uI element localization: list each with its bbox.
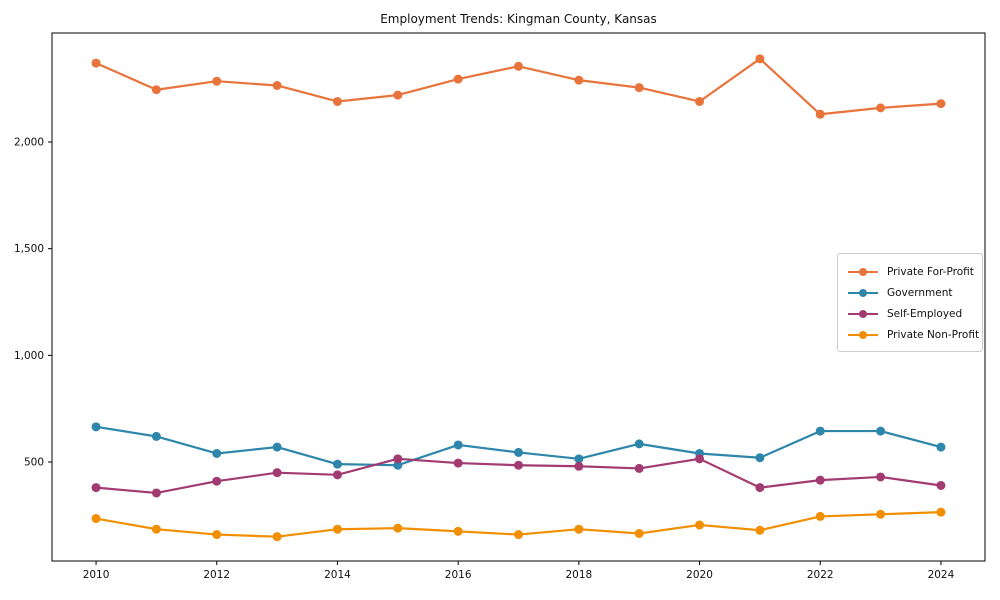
legend-label: Self-Employed [887,307,963,320]
data-point-self-employed [212,476,222,486]
data-point-private-for-profit [151,85,161,95]
legend-marker-icon [848,309,878,319]
data-point-self-employed [453,458,463,468]
data-point-government [272,442,282,452]
y-tick-label: 2,000 [14,137,44,149]
legend-label: Government [887,286,953,299]
data-point-government [755,453,765,463]
legend-item-self-employed: Self-Employed [848,303,972,324]
legend-marker-icon [848,267,878,277]
data-point-self-employed [936,480,946,490]
data-point-self-employed [634,463,644,473]
x-tick-label: 2010 [83,569,110,581]
data-point-self-employed [815,475,825,485]
data-point-government [815,426,825,436]
data-point-private-non-profit [393,523,403,533]
data-point-government [212,448,222,458]
y-tick-label: 1,000 [14,350,44,362]
y-tick-label: 500 [24,457,44,469]
data-point-private-non-profit [876,509,886,519]
data-point-self-employed [695,454,705,464]
legend-item-government: Government [848,282,972,303]
data-point-government [332,459,342,469]
data-point-government [91,422,101,432]
data-point-private-for-profit [574,75,584,85]
axes-spines [51,32,986,562]
x-tick-label: 2020 [686,569,713,581]
data-point-government [514,447,523,457]
x-tick-label: 2016 [445,569,472,581]
series-line-government [94,425,943,467]
data-point-self-employed [755,483,765,493]
data-point-private-for-profit [272,80,282,90]
data-point-private-non-profit [332,524,342,534]
legend-box: Private For-Profit Government Self-Employe… [837,253,983,352]
legend-label: Private For-Profit [887,265,974,278]
x-tick-label: 2018 [565,569,592,581]
data-point-private-for-profit [91,58,101,68]
data-point-private-for-profit [393,90,403,100]
data-point-private-for-profit [514,61,523,71]
legend-label: Private Non-Profit [887,328,980,341]
data-point-private-non-profit [514,530,523,540]
data-point-private-non-profit [212,530,222,540]
data-point-self-employed [876,472,886,482]
data-point-self-employed [393,454,403,464]
data-point-private-for-profit [815,109,825,119]
x-tick-label: 2014 [324,569,351,581]
data-point-private-non-profit [755,525,765,535]
data-point-private-for-profit [936,99,946,109]
data-point-private-non-profit [574,524,584,534]
data-point-private-for-profit [695,96,705,106]
data-point-government [634,439,644,449]
data-point-self-employed [332,470,342,480]
data-point-government [393,460,403,470]
data-point-private-for-profit [634,83,644,93]
data-point-private-for-profit [876,103,886,113]
legend-item-private-non-profit: Private Non-Profit [848,324,979,345]
data-point-self-employed [574,461,584,471]
data-point-private-non-profit [91,514,101,524]
data-point-private-non-profit [151,524,161,534]
data-point-government [574,454,584,464]
data-point-private-non-profit [272,532,282,542]
data-point-government [151,431,161,441]
data-point-private-for-profit [453,74,463,84]
x-tick-label: 2012 [203,569,230,581]
x-tick-label: 2024 [928,569,955,581]
data-point-self-employed [514,460,523,470]
data-point-self-employed [91,483,101,493]
data-point-private-non-profit [815,511,825,521]
chart-title: Employment Trends: Kingman County, Kansa… [380,12,657,26]
data-point-private-for-profit [212,76,222,86]
x-tick-label: 2022 [807,569,834,581]
legend-marker-icon [848,288,878,298]
data-point-government [453,440,463,450]
data-point-government [936,442,946,452]
data-point-self-employed [151,488,161,498]
data-point-private-for-profit [755,54,765,64]
data-point-private-non-profit [634,528,644,538]
legend-item-private-for-profit: Private For-Profit [848,261,974,282]
data-point-private-non-profit [695,520,705,530]
data-point-private-for-profit [332,96,342,106]
data-point-self-employed [272,468,282,478]
data-point-private-non-profit [936,507,946,517]
y-tick-label: 1,500 [14,243,44,255]
data-point-private-non-profit [453,526,463,536]
legend-marker-icon [848,330,878,340]
data-point-government [876,426,886,436]
